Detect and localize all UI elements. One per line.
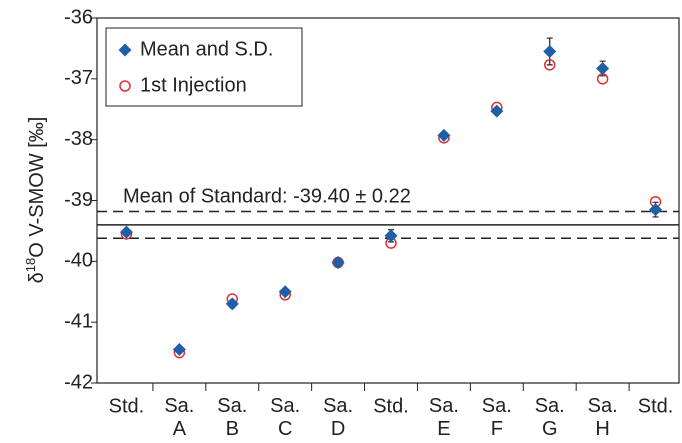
y-tick-label: -36 — [64, 6, 93, 28]
mean-point — [649, 203, 663, 217]
x-tick-label: Sa. F — [482, 395, 512, 440]
mean-point — [172, 343, 186, 357]
legend-label: 1st Injection — [140, 74, 247, 96]
x-tick-label: Sa. C — [270, 395, 300, 440]
mean-point — [437, 128, 451, 142]
y-tick-label: -42 — [64, 371, 93, 393]
injection-point — [543, 59, 556, 71]
x-tick-label: Sa. D — [323, 395, 353, 440]
y-axis-label: δ18O V-SMOW [‰] — [23, 117, 48, 284]
legend-label: Mean and S.D. — [140, 38, 273, 60]
annotation: Mean of Standard: -39.40 ± 0.22 — [123, 185, 411, 207]
mean-point — [490, 104, 504, 118]
x-tick-label: Sa. H — [588, 395, 618, 440]
y-tick-label: -37 — [64, 67, 93, 89]
legend-marker — [119, 80, 131, 92]
y-tick-label: -40 — [64, 250, 93, 272]
mean-point — [543, 44, 557, 58]
x-tick-label: Sa. A — [164, 395, 194, 440]
x-tick-label: Sa. E — [429, 395, 459, 440]
x-tick-label: Sa. G — [535, 395, 565, 440]
y-label-sup: 18 — [23, 258, 38, 272]
y-tick-label: -41 — [64, 310, 93, 332]
x-tick-label: Sa. B — [217, 395, 247, 440]
mean-point — [384, 229, 398, 243]
y-tick-label: -38 — [64, 128, 93, 150]
mean-point — [596, 61, 610, 75]
legend-marker — [118, 43, 132, 57]
y-label-part: O V-SMOW [‰] — [26, 117, 48, 258]
x-tick-label: Std. — [638, 395, 674, 417]
x-tick-label: Std. — [373, 395, 409, 417]
mean-point — [278, 285, 292, 299]
mean-point — [119, 225, 133, 239]
y-label-part: δ — [26, 272, 48, 283]
y-tick-label: -39 — [64, 189, 93, 211]
mean-point — [225, 297, 239, 311]
legend — [105, 27, 303, 107]
x-tick-label: Std. — [109, 395, 145, 417]
mean-point — [331, 256, 345, 270]
